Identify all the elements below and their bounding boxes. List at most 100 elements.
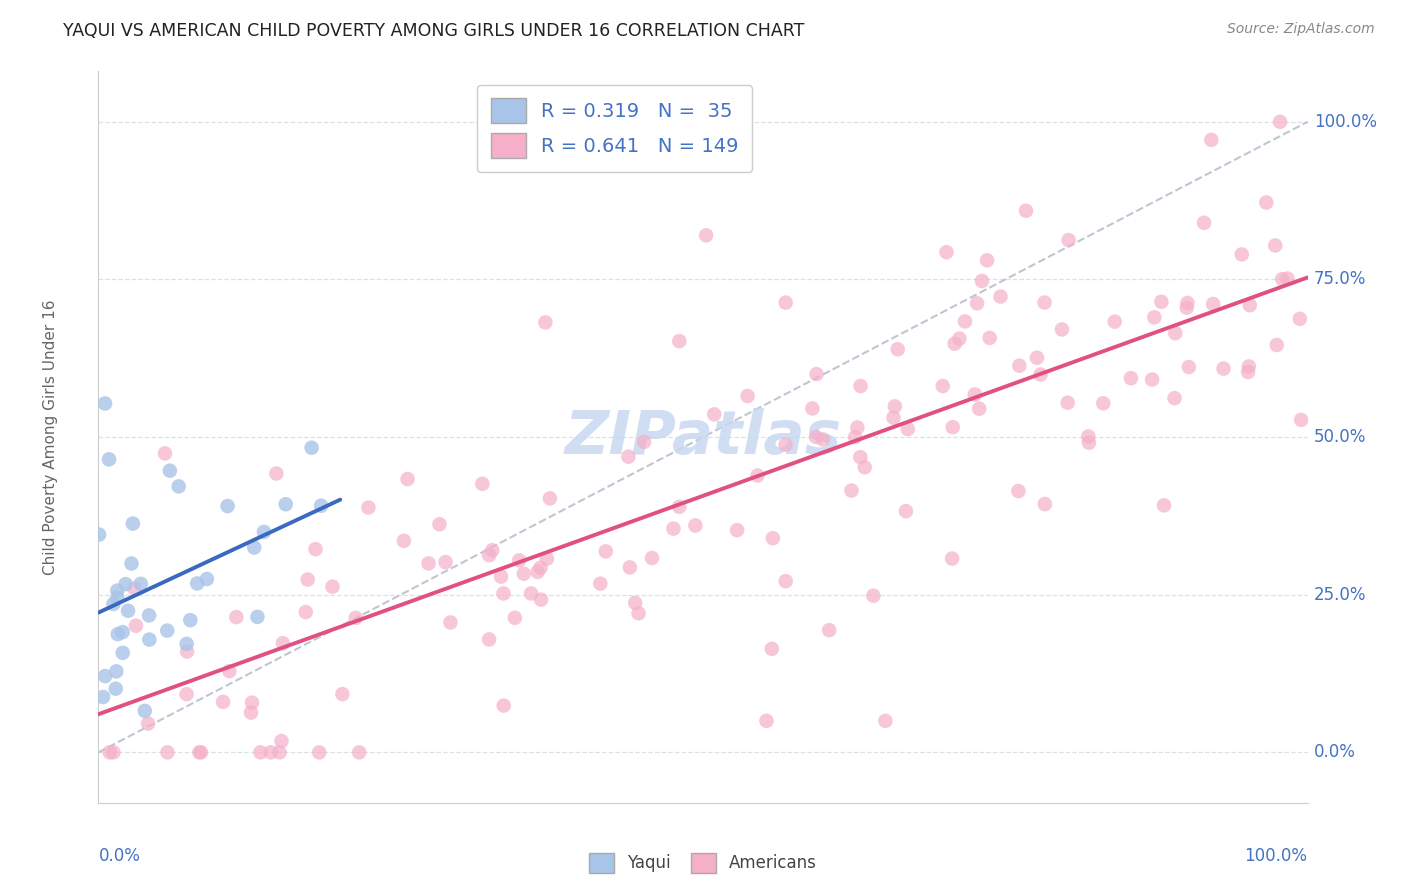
Point [1277,271,1299,285]
Point [894,504,917,518]
Point [1201,133,1223,147]
Point [1289,413,1312,427]
Point [103,597,125,611]
Point [188,745,211,759]
Point [243,541,266,555]
Point [392,533,415,548]
Point [195,572,218,586]
Point [138,632,160,647]
Point [111,646,134,660]
Point [1175,301,1198,315]
Point [725,523,748,537]
Point [269,745,291,759]
Point [1007,484,1029,499]
Point [217,499,239,513]
Point [1178,359,1201,374]
Point [1104,315,1126,329]
Point [122,516,145,531]
Point [1077,429,1099,443]
Point [526,565,548,579]
Point [846,420,869,434]
Point [662,522,685,536]
Point [1212,361,1234,376]
Point [963,387,986,401]
Point [156,624,179,638]
Point [297,573,319,587]
Point [801,401,824,416]
Point [818,623,841,637]
Point [617,450,640,464]
Point [806,367,828,381]
Point [1092,396,1115,410]
Point [270,734,292,748]
Point [849,450,872,465]
Point [1256,195,1278,210]
Point [304,542,326,557]
Point [176,644,198,658]
Point [804,430,827,444]
Point [970,274,993,288]
Text: Child Poverty Among Girls Under 16: Child Poverty Among Girls Under 16 [42,300,58,574]
Text: 25.0%: 25.0% [1313,586,1367,604]
Point [1150,294,1173,309]
Point [117,604,139,618]
Point [218,664,240,678]
Point [332,687,354,701]
Point [508,553,530,567]
Text: 75.0%: 75.0% [1313,270,1367,288]
Text: 0.0%: 0.0% [1313,743,1355,762]
Point [98,745,121,759]
Point [309,499,332,513]
Point [853,460,876,475]
Point [943,336,966,351]
Point [941,551,963,566]
Point [775,438,797,452]
Point [105,583,128,598]
Point [775,574,797,589]
Point [811,433,834,447]
Point [190,745,212,759]
Point [747,468,769,483]
Point [91,690,114,704]
Point [513,566,536,581]
Point [322,580,344,594]
Text: 100.0%: 100.0% [1313,112,1376,131]
Point [1230,247,1253,261]
Point [932,379,955,393]
Point [529,561,551,575]
Point [429,517,451,532]
Point [1033,295,1056,310]
Point [761,641,783,656]
Point [942,420,965,434]
Point [266,467,288,481]
Point [434,555,457,569]
Point [492,698,515,713]
Point [1008,359,1031,373]
Point [1192,216,1215,230]
Point [1164,326,1187,341]
Point [589,576,612,591]
Point [1288,311,1310,326]
Point [176,637,198,651]
Point [737,389,759,403]
Point [897,422,920,436]
Point [153,446,176,460]
Point [212,695,235,709]
Point [308,745,330,759]
Point [186,576,208,591]
Point [138,608,160,623]
Text: 100.0%: 100.0% [1244,847,1308,864]
Point [107,591,129,605]
Point [225,610,247,624]
Point [176,687,198,701]
Point [1015,203,1038,218]
Point [755,714,778,728]
Point [439,615,461,630]
Point [953,314,976,328]
Point [503,611,526,625]
Point [775,295,797,310]
Point [966,296,988,310]
Point [595,544,617,558]
Point [418,557,440,571]
Point [481,543,503,558]
